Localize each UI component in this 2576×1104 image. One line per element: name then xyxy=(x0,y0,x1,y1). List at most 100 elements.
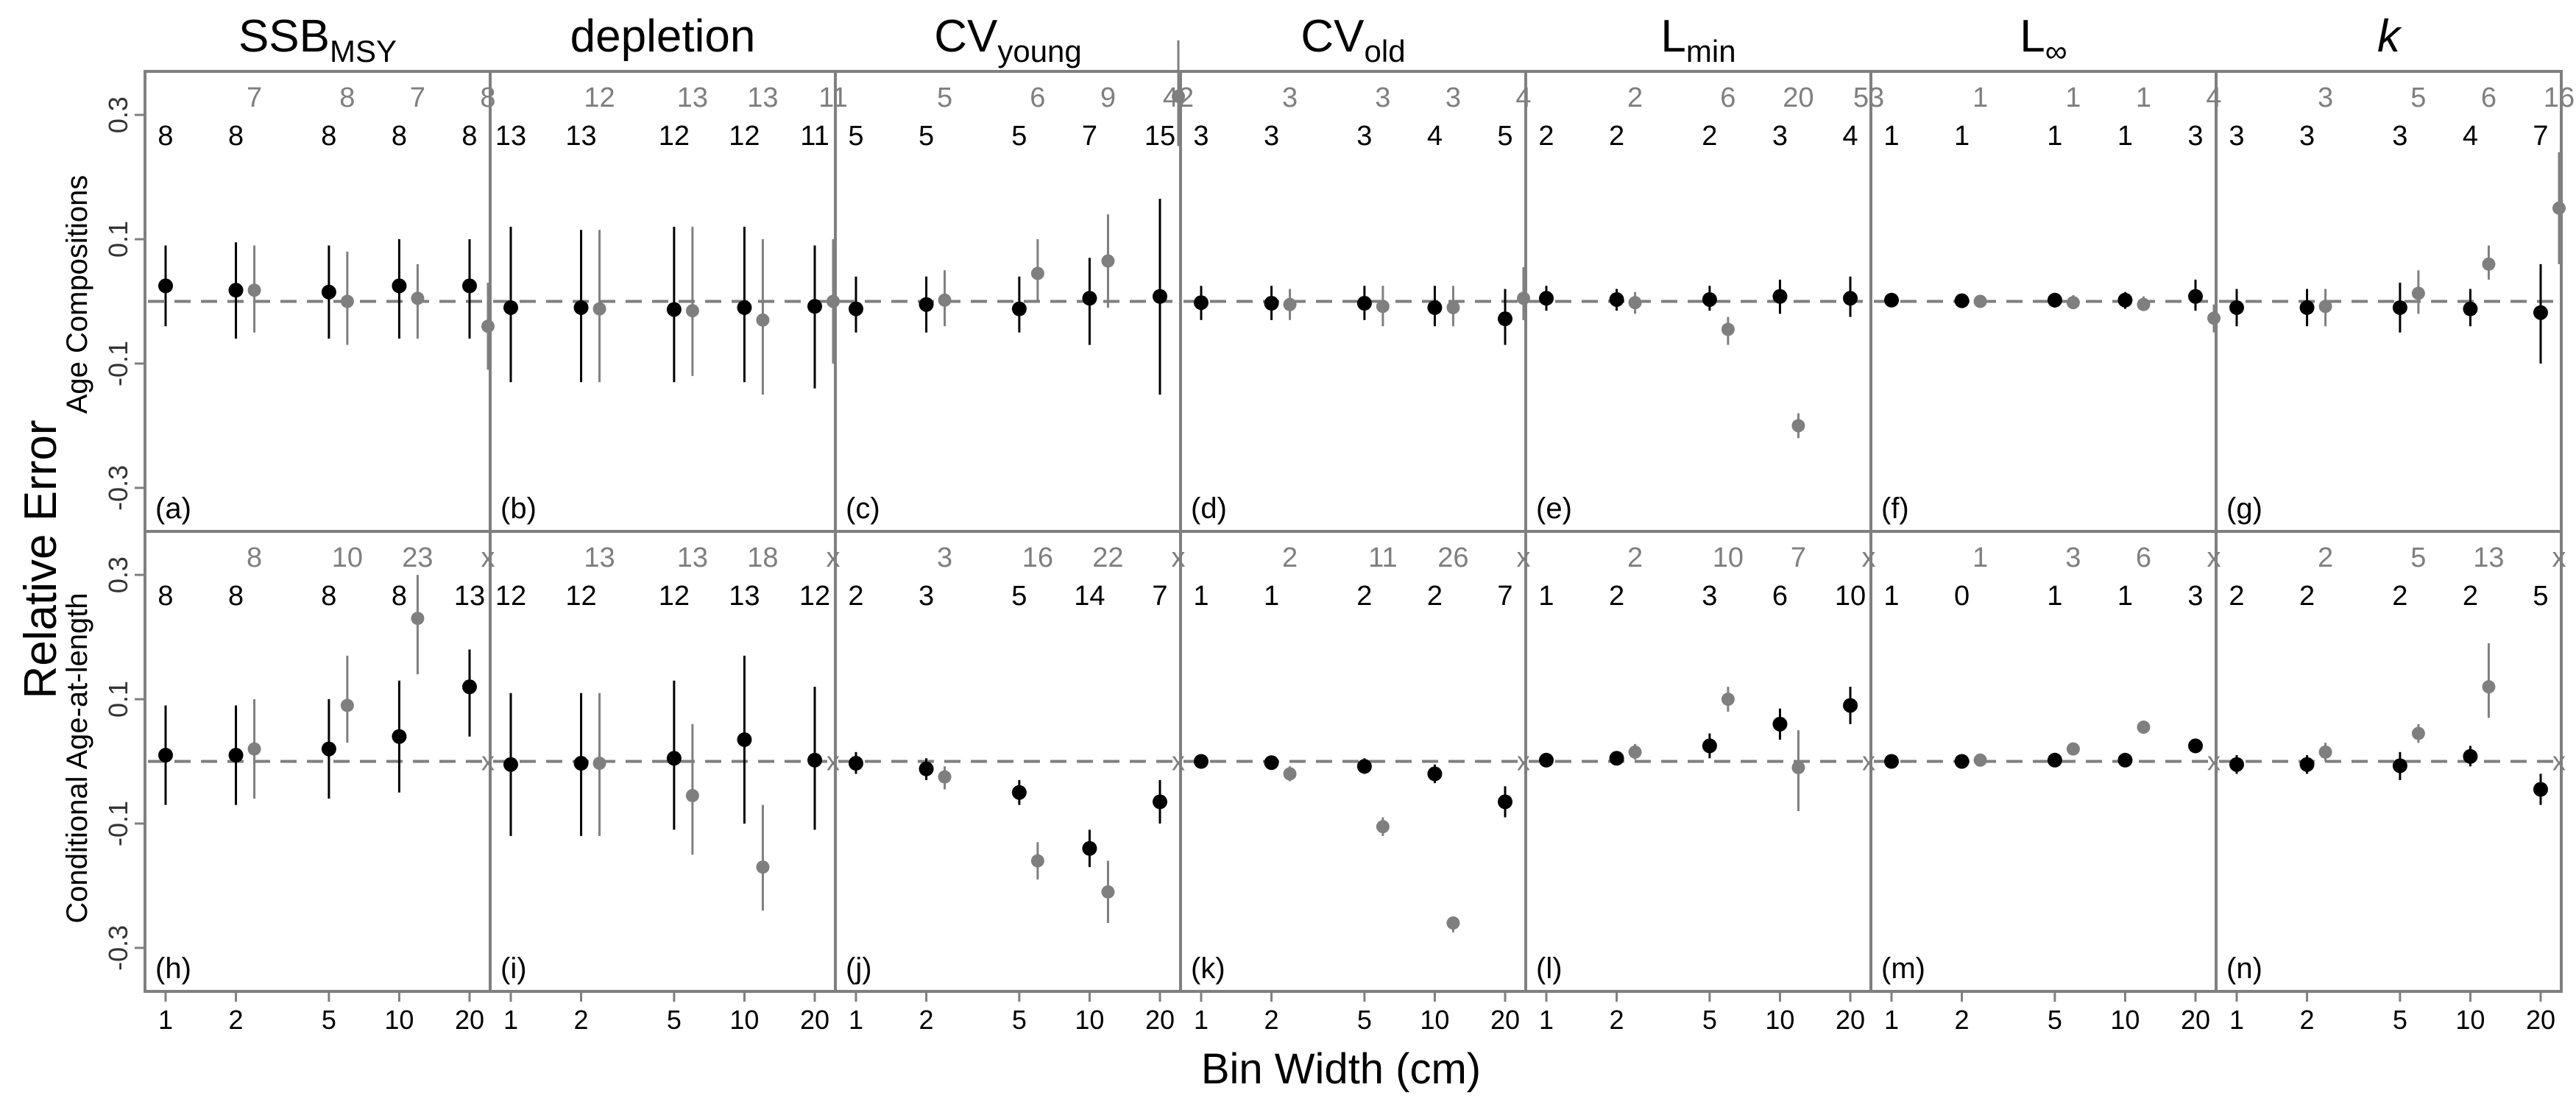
count-label-black: 1 xyxy=(1954,121,1970,152)
point-black xyxy=(666,751,682,766)
x-tick-label: 20 xyxy=(2526,1005,2555,1035)
point-black xyxy=(2533,782,2548,797)
point-gray xyxy=(1973,294,1987,308)
point-gray xyxy=(827,294,840,308)
count-label-black: 1 xyxy=(1538,581,1554,612)
point-gray xyxy=(2137,297,2151,311)
count-label-gray: 3 xyxy=(1375,82,1390,113)
point-black xyxy=(919,297,934,312)
x-tick-label: 1 xyxy=(1539,1005,1554,1035)
count-label-gray: 7 xyxy=(1791,542,1806,573)
row-label-conditional-age-at-length: Conditional Age-at-length xyxy=(61,592,93,923)
point-black xyxy=(1539,752,1554,768)
count-label-gray: 6 xyxy=(1720,82,1735,113)
panel-tag: (j) xyxy=(846,952,872,985)
panel-f: (f)1 1 1 1 31 1 1 4 xyxy=(1869,70,2222,533)
y-tick-label: -0.3 xyxy=(103,925,133,971)
y-tick-label: 0.1 xyxy=(103,221,133,258)
panel-tag: (c) xyxy=(846,492,880,525)
panel-e: (e)2 2 2 3 42 6 20 53 xyxy=(1524,70,1884,533)
point-gray xyxy=(756,313,770,327)
count-label-black: 3 xyxy=(1772,121,1788,152)
point-black xyxy=(1264,755,1279,771)
count-label-gray: 6 xyxy=(1030,82,1045,113)
point-gray xyxy=(1283,297,1297,311)
point-gray xyxy=(592,302,606,316)
x-tick-label: 20 xyxy=(1490,1005,1520,1035)
x-tick-label: 2 xyxy=(2300,1005,2315,1035)
point-black xyxy=(807,299,822,314)
x-tick-label: 10 xyxy=(1765,1005,1794,1035)
y-tick-label: 0.3 xyxy=(103,556,133,593)
count-label-black: 7 xyxy=(1497,581,1512,612)
count-label-black: 7 xyxy=(2533,121,2548,152)
column-header-4: Lmin xyxy=(1660,11,1735,68)
point-gray xyxy=(1973,753,1987,767)
count-label-black: 2 xyxy=(1702,121,1717,152)
point-gray xyxy=(2411,726,2425,740)
point-black xyxy=(392,278,407,294)
count-label-black: 2 xyxy=(2463,581,2478,612)
point-gray xyxy=(411,612,425,626)
count-label-black: 4 xyxy=(1842,121,1858,152)
count-label-gray: 8 xyxy=(480,82,495,113)
count-label-black: 8 xyxy=(392,121,407,152)
point-gray xyxy=(685,788,699,802)
missing-estimate-marker: x xyxy=(827,746,840,776)
point-black xyxy=(573,756,589,771)
count-label-gray: x xyxy=(1517,542,1531,573)
x-tick-label: 5 xyxy=(667,1005,682,1035)
count-label-black: 1 xyxy=(1883,121,1899,152)
point-gray xyxy=(1628,296,1642,310)
count-label-gray: 2 xyxy=(2318,542,2333,573)
count-label-black: 1 xyxy=(1193,581,1209,612)
point-black xyxy=(462,278,477,294)
panel-tag: (e) xyxy=(1536,492,1572,525)
x-tick-label: 1 xyxy=(1194,1005,1209,1035)
count-label-black: 6 xyxy=(1772,581,1788,612)
x-tick-labels: 1 2 5 10 20 1 2 5 10 20 1 2 5 10 20 1 2 5 10 20 1 2 5 10 20 1 2 5 10… xyxy=(158,991,2555,1035)
column-header-1: depletion xyxy=(570,11,756,62)
point-black xyxy=(1702,738,1717,754)
point-gray xyxy=(2066,296,2080,310)
point-black xyxy=(1011,785,1027,800)
count-label-black: 7 xyxy=(1082,121,1097,152)
x-tick-label: 1 xyxy=(2229,1005,2244,1035)
point-gray xyxy=(1517,291,1530,305)
count-label-gray: 7 xyxy=(247,82,262,113)
point-black xyxy=(1498,311,1512,327)
point-black xyxy=(919,761,934,776)
count-label-black: 12 xyxy=(729,121,760,152)
count-label-gray: 8 xyxy=(247,542,262,573)
x-tick-label: 5 xyxy=(2048,1005,2062,1035)
panel-m: (m)1 0 1 1 31 3 6 xx xyxy=(1869,530,2221,993)
point-gray xyxy=(1446,300,1460,314)
panel-tag: (h) xyxy=(155,952,191,985)
count-label-black: 8 xyxy=(321,121,336,152)
count-label-black: 3 xyxy=(2229,121,2244,152)
count-label-gray: 3 xyxy=(1282,82,1298,113)
point-gray xyxy=(1030,854,1044,868)
point-black xyxy=(1356,759,1372,774)
count-label-gray: 53 xyxy=(1853,82,1884,113)
count-label-black: 12 xyxy=(659,121,690,152)
panel-tag: (k) xyxy=(1191,952,1225,985)
point-black xyxy=(1954,754,1970,769)
point-black xyxy=(1609,751,1624,766)
point-black xyxy=(1539,291,1554,306)
point-gray xyxy=(1791,419,1805,433)
x-tick-label: 2 xyxy=(1264,1005,1279,1035)
count-label-black: 8 xyxy=(321,581,336,612)
count-label-gray: x xyxy=(1172,542,1186,573)
x-tick-label: 10 xyxy=(1420,1005,1449,1035)
y-tick-labels: 0.3 0.1 -0.1 -0.3 0.3 0.1 -0.1 -0.3 xyxy=(103,96,145,971)
point-black xyxy=(321,741,336,757)
point-gray xyxy=(2411,286,2425,300)
x-tick-label: 5 xyxy=(1357,1005,1372,1035)
point-black xyxy=(2299,757,2315,772)
point-gray xyxy=(1101,254,1115,268)
count-label-black: 8 xyxy=(228,121,244,152)
count-label-black: 2 xyxy=(1609,581,1624,612)
y-tick-label: -0.3 xyxy=(103,465,133,511)
